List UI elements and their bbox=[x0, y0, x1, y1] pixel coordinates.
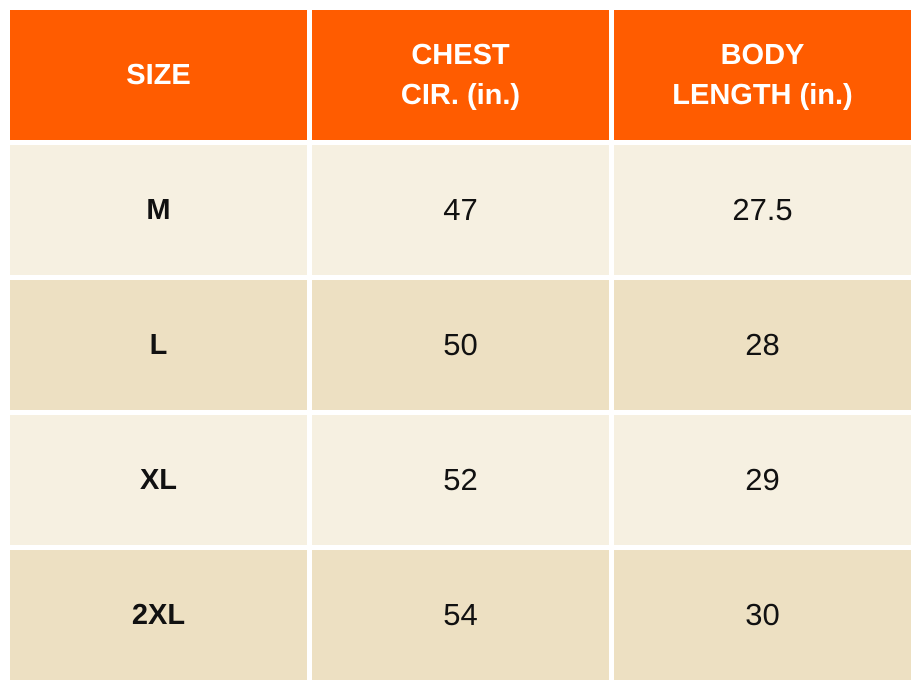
cell-chest: 52 bbox=[312, 415, 609, 545]
cell-size: M bbox=[10, 145, 307, 275]
cell-length: 28 bbox=[614, 280, 911, 410]
header-label: SIZE bbox=[126, 59, 191, 91]
cell-length: 27.5 bbox=[614, 145, 911, 275]
header-chest: CHEST CIR. (in.) bbox=[312, 10, 609, 140]
cell-size: 2XL bbox=[10, 550, 307, 680]
header-size: SIZE bbox=[10, 10, 307, 140]
cell-length: 30 bbox=[614, 550, 911, 680]
cell-chest: 50 bbox=[312, 280, 609, 410]
size-chart-table: SIZE CHEST CIR. (in.) BODY LENGTH (in.) M … bbox=[10, 10, 911, 680]
cell-size: XL bbox=[10, 415, 307, 545]
cell-chest: 54 bbox=[312, 550, 609, 680]
header-body-length: BODY LENGTH (in.) bbox=[614, 10, 911, 140]
cell-chest: 47 bbox=[312, 145, 609, 275]
header-label: BODY LENGTH (in.) bbox=[672, 39, 853, 111]
cell-size: L bbox=[10, 280, 307, 410]
header-label: CHEST CIR. (in.) bbox=[400, 39, 521, 111]
cell-length: 29 bbox=[614, 415, 911, 545]
